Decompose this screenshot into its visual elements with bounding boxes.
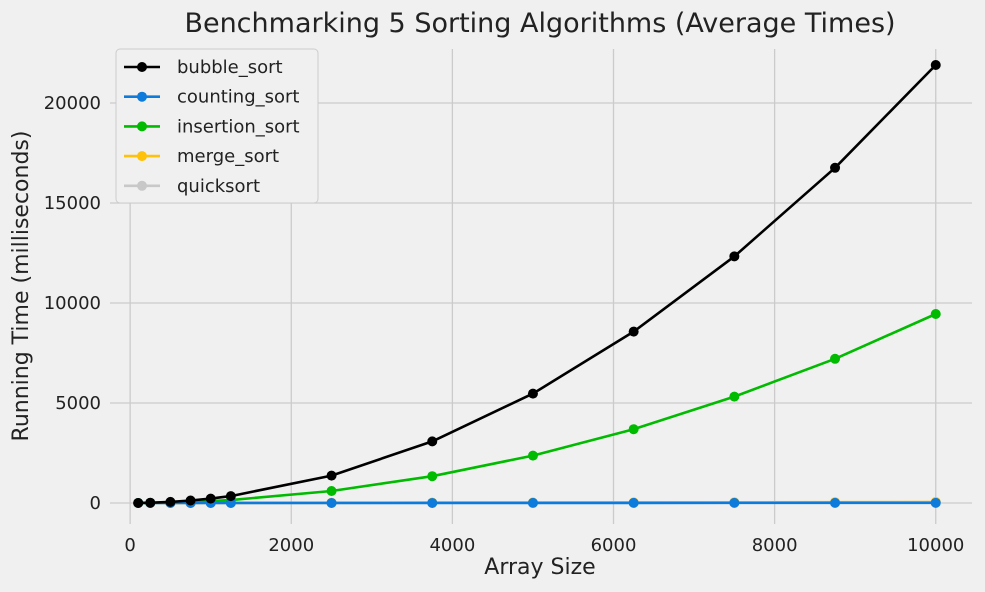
data-point [427,436,437,446]
x-tick-label: 0 [124,535,135,556]
x-tick-label: 8000 [752,535,798,556]
x-tick-label: 2000 [268,535,314,556]
legend: bubble_sort counting_sort insertion_sortme… [116,49,318,203]
data-point [830,163,840,173]
data-point [528,389,538,399]
data-point [729,392,739,402]
legend-swatch-marker [137,121,147,131]
data-point [629,498,639,508]
data-point [226,491,236,501]
data-point [931,309,941,319]
data-point [931,498,941,508]
data-point [729,251,739,261]
y-axis-label: Running Time (milliseconds) [9,131,34,442]
data-point [830,354,840,364]
y-tick-label: 10000 [44,293,101,314]
legend-swatch-marker [137,151,147,161]
data-point [327,471,337,481]
x-tick-label: 6000 [591,535,637,556]
x-axis-label: Array Size [484,555,595,580]
legend-label: insertion_sort [177,116,300,137]
legend-swatch-marker [137,62,147,72]
legend-label: bubble_sort [177,57,283,78]
legend-label: counting_sort [177,87,299,108]
data-point [729,498,739,508]
y-tick-label: 5000 [55,393,101,414]
y-tick-label: 15000 [44,193,101,214]
legend-swatch-marker [137,92,147,102]
data-point [427,471,437,481]
x-tick-label: 10000 [907,535,964,556]
data-point [629,424,639,434]
y-tick-label: 20000 [44,93,101,114]
data-point [327,498,337,508]
data-point [186,496,196,506]
data-point [427,498,437,508]
data-point [830,498,840,508]
data-point [528,451,538,461]
legend-swatch-marker [137,181,147,191]
data-point [165,497,175,507]
data-point [133,498,143,508]
data-point [629,327,639,337]
legend-label: quicksort [177,176,260,197]
data-point [528,498,538,508]
y-tick-label: 0 [90,493,101,514]
data-point [206,494,216,504]
data-point [327,486,337,496]
data-point [145,498,155,508]
data-point [931,60,941,70]
x-tick-label: 4000 [429,535,475,556]
legend-label: merge_sort [177,146,279,167]
chart-title: Benchmarking 5 Sorting Algorithms (Avera… [184,8,895,39]
